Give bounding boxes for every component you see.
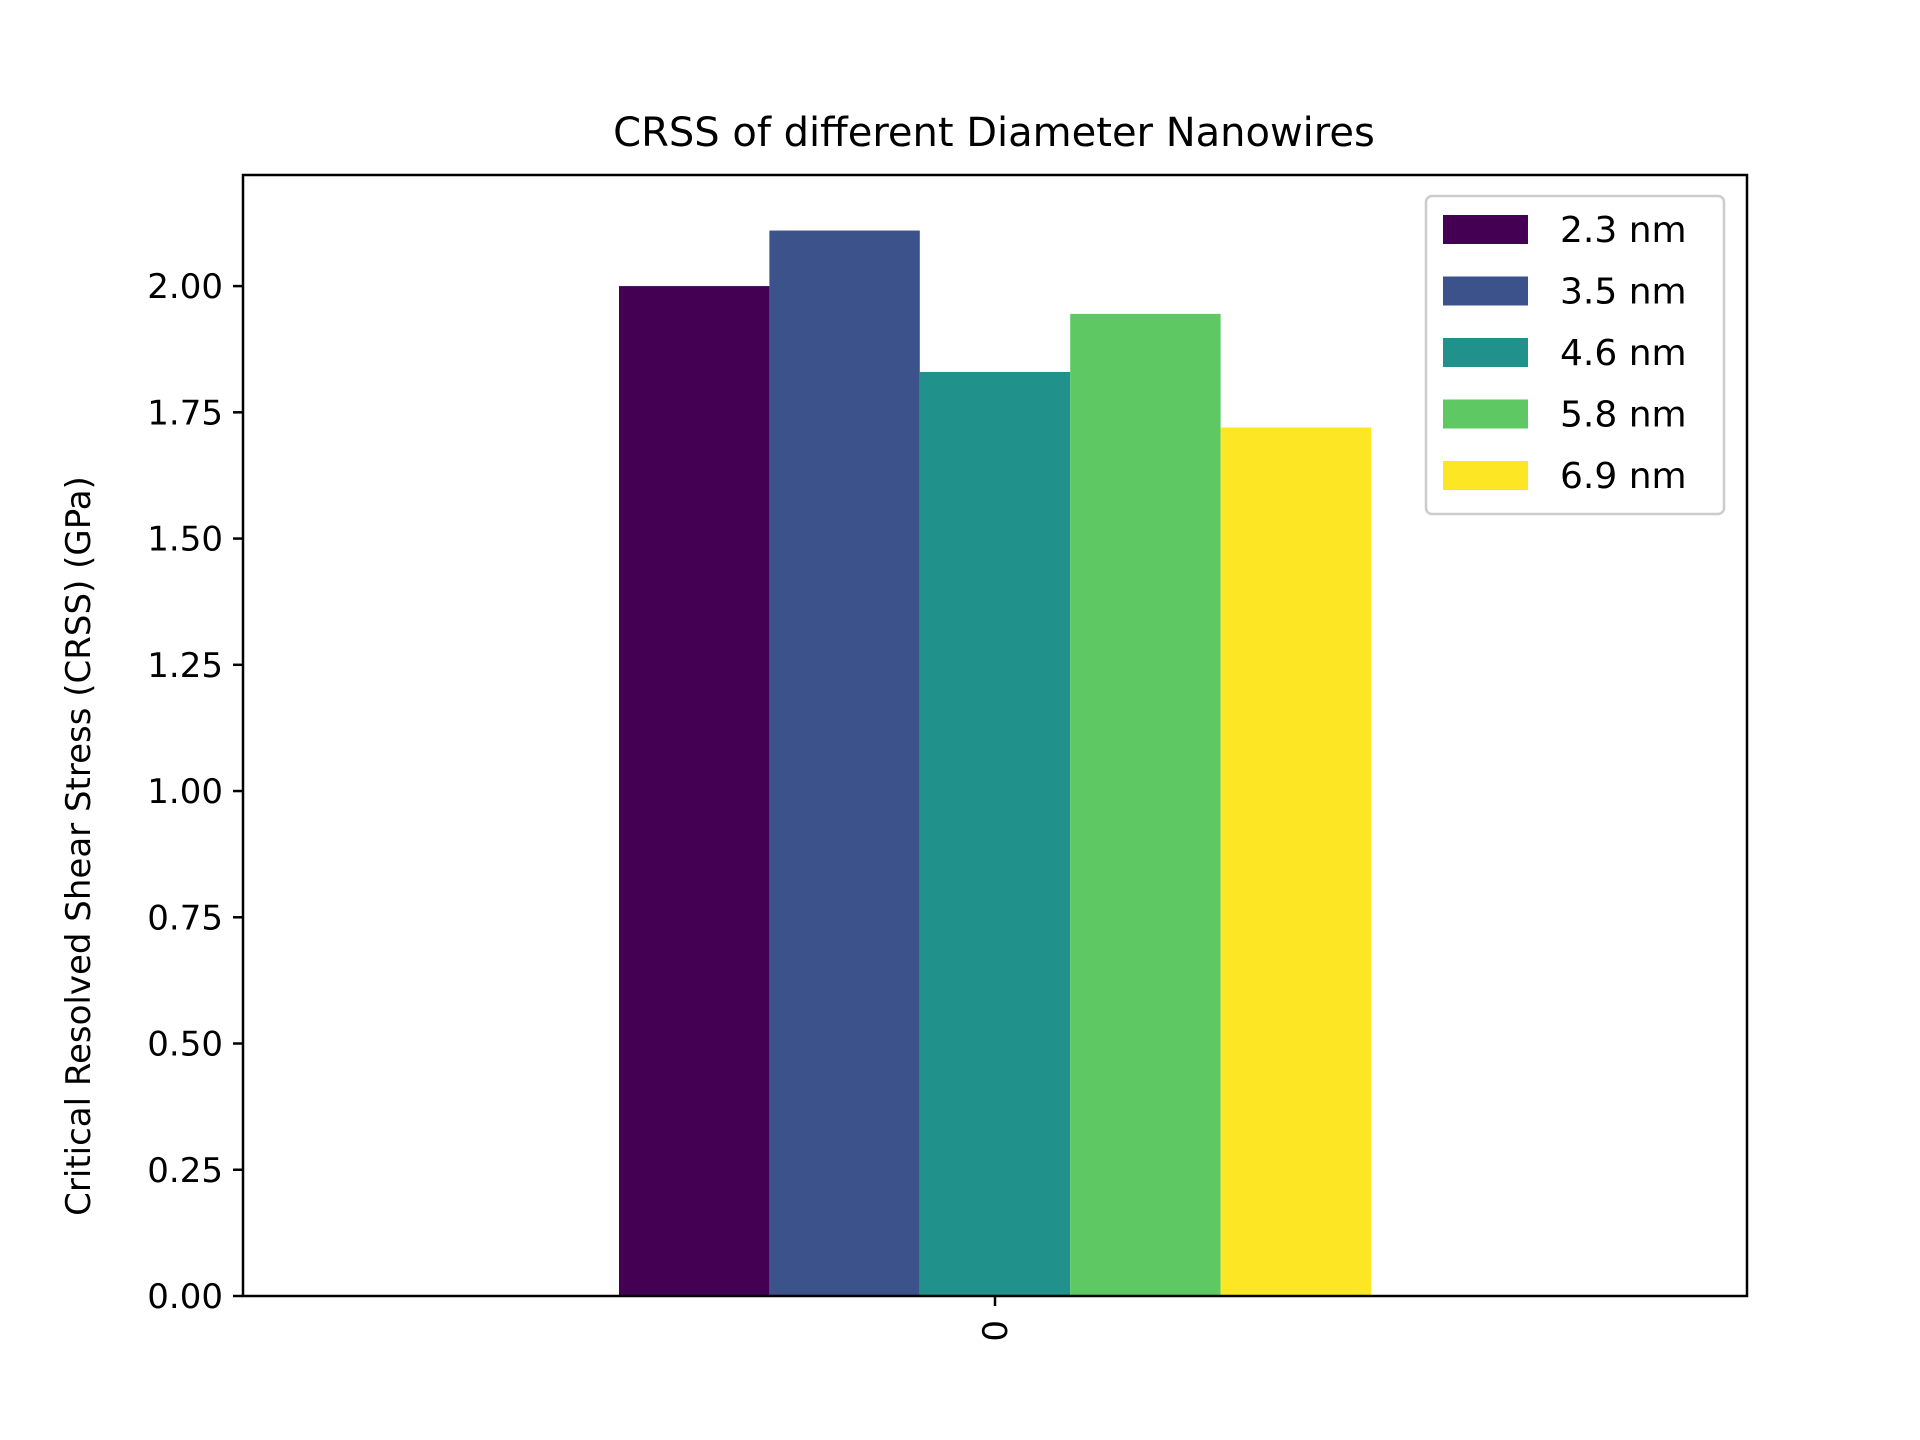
legend-swatch [1443, 399, 1528, 429]
legend-label: 4.6 nm [1560, 333, 1687, 374]
legend-swatch [1443, 461, 1528, 490]
legend-label: 2.3 nm [1560, 210, 1687, 251]
y-tick-label: 2.00 [147, 267, 223, 307]
legend-swatch [1443, 215, 1528, 244]
bar-6-9-nm [1220, 427, 1371, 1296]
legend-label: 6.9 nm [1560, 456, 1687, 497]
x-axis: 0 [976, 1296, 1016, 1342]
legend-swatch [1443, 338, 1528, 367]
y-tick-label: 0.50 [147, 1025, 223, 1065]
plot-frame [241, 173, 1749, 1298]
y-tick-label: 1.25 [147, 646, 223, 686]
y-tick-label: 0.00 [147, 1277, 223, 1317]
legend-swatch [1443, 276, 1528, 306]
y-axis: 0.00 0.25 0.50 0.75 1.00 1.25 1.50 1.75 2.00 [147, 267, 243, 1317]
y-axis-label: Critical Resolved Shear Stress (CRSS) (G… [59, 476, 99, 1216]
y-tick-label: 1.50 [147, 520, 223, 560]
bar-3-5-nm [769, 230, 920, 1296]
legend-frame [1424, 194, 1726, 516]
x-tick-label: 0 [976, 1320, 1016, 1342]
y-tick-label: 0.25 [147, 1151, 223, 1191]
y-tick-label: 1.00 [147, 772, 223, 812]
legend: 2.3 nm 3.5 nm 4.6 nm 5.8 nm 6.9 nm [1424, 194, 1726, 516]
y-tick-label: 0.75 [147, 898, 223, 938]
bar-4-6-nm [919, 371, 1071, 1296]
legend-label: 5.8 nm [1560, 395, 1687, 436]
bar-5-8-nm [1070, 313, 1221, 1296]
y-tick-label: 1.75 [147, 393, 223, 433]
chart-title: CRSS of different Diameter Nanowires [613, 110, 1375, 156]
bars-group [619, 230, 1371, 1296]
bar-2-3-nm [619, 286, 770, 1296]
legend-label: 3.5 nm [1560, 272, 1687, 313]
